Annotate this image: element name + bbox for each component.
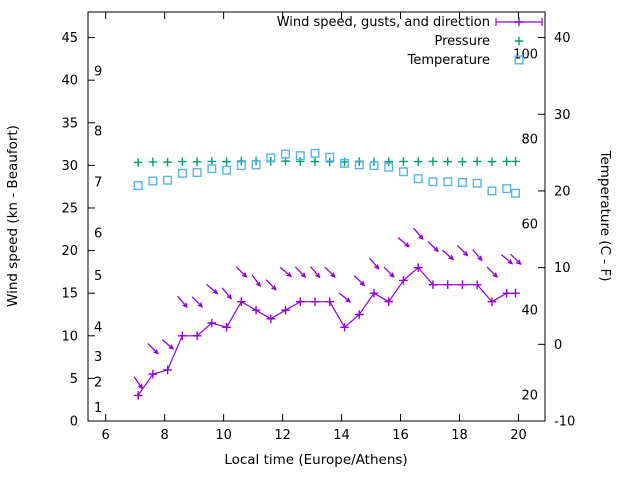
- fahrenheit-scale-labels: 20 40 60 80 100: [513, 47, 538, 403]
- y-right-tick-label: 40: [554, 31, 571, 46]
- series-wind-speed: [133, 263, 520, 400]
- legend-label-wind: Wind speed, gusts, and direction: [277, 15, 490, 30]
- fahrenheit-label: 20: [521, 389, 538, 404]
- x-tick-label: 12: [274, 428, 291, 443]
- y-right-tick-label: 30: [554, 108, 571, 123]
- y-left-tick-label: 5: [70, 372, 78, 387]
- beaufort-label: 2: [94, 376, 102, 391]
- x-tick-label: 14: [333, 428, 350, 443]
- y-right-axis-ticks: -10 0 10 20 30 40: [538, 31, 575, 430]
- x-tick-label: 6: [102, 428, 110, 443]
- beaufort-label: 1: [94, 401, 102, 416]
- x-axis-ticks: 6 8 10 12 14 16 18 20: [102, 12, 527, 443]
- y-left-tick-label: 35: [61, 116, 78, 131]
- beaufort-label: 5: [94, 269, 102, 284]
- fahrenheit-label: 60: [521, 218, 538, 233]
- y-left-axis-title: Wind speed (kn - Beaufort): [5, 125, 21, 307]
- beaufort-label: 8: [94, 124, 102, 139]
- legend-label-pressure: Pressure: [434, 34, 490, 49]
- y-right-tick-label: 0: [554, 338, 562, 353]
- legend-label-temperature: Temperature: [407, 53, 490, 68]
- y-left-tick-label: 0: [70, 415, 78, 430]
- fahrenheit-label: 100: [513, 47, 538, 62]
- y-left-tick-label: 15: [61, 287, 78, 302]
- x-tick-label: 16: [392, 428, 409, 443]
- x-tick-label: 20: [510, 428, 527, 443]
- y-left-tick-label: 20: [61, 244, 78, 259]
- series-wind-gusts-direction: [133, 227, 522, 390]
- y-left-tick-label: 10: [61, 329, 78, 344]
- x-axis-title: Local time (Europe/Athens): [224, 452, 407, 468]
- y-right-tick-label: 10: [554, 261, 571, 276]
- y-left-tick-label: 45: [61, 31, 78, 46]
- plot-border: [87, 11, 546, 422]
- beaufort-label: 6: [94, 227, 102, 242]
- beaufort-label: 7: [94, 175, 102, 190]
- y-right-tick-label: -10: [554, 415, 575, 430]
- chart-generated-layer: 6 8 10 12 14 16 18 20051015202530354045-1001020…: [61, 11, 575, 443]
- y-right-axis-title: Temperature (C - F): [597, 150, 613, 282]
- y-left-tick-label: 25: [61, 201, 78, 216]
- x-tick-label: 18: [451, 428, 468, 443]
- series-temperature: [133, 148, 521, 198]
- x-tick-label: 10: [215, 428, 232, 443]
- y-right-tick-label: 20: [554, 184, 571, 199]
- fahrenheit-label: 40: [521, 304, 538, 319]
- beaufort-scale-labels: 1 2 3 4 5 6 7 8 9: [94, 65, 102, 417]
- y-left-tick-label: 40: [61, 74, 78, 89]
- beaufort-label: 3: [94, 350, 102, 365]
- y-left-axis-ticks: 0 5 10 15 20 25 30 35 40 45: [61, 31, 95, 430]
- legend-samples: [495, 17, 543, 65]
- y-left-tick-label: 30: [61, 159, 78, 174]
- fahrenheit-label: 80: [521, 133, 538, 148]
- beaufort-label: 4: [94, 320, 102, 335]
- x-tick-label: 8: [161, 428, 169, 443]
- beaufort-label: 9: [94, 65, 102, 80]
